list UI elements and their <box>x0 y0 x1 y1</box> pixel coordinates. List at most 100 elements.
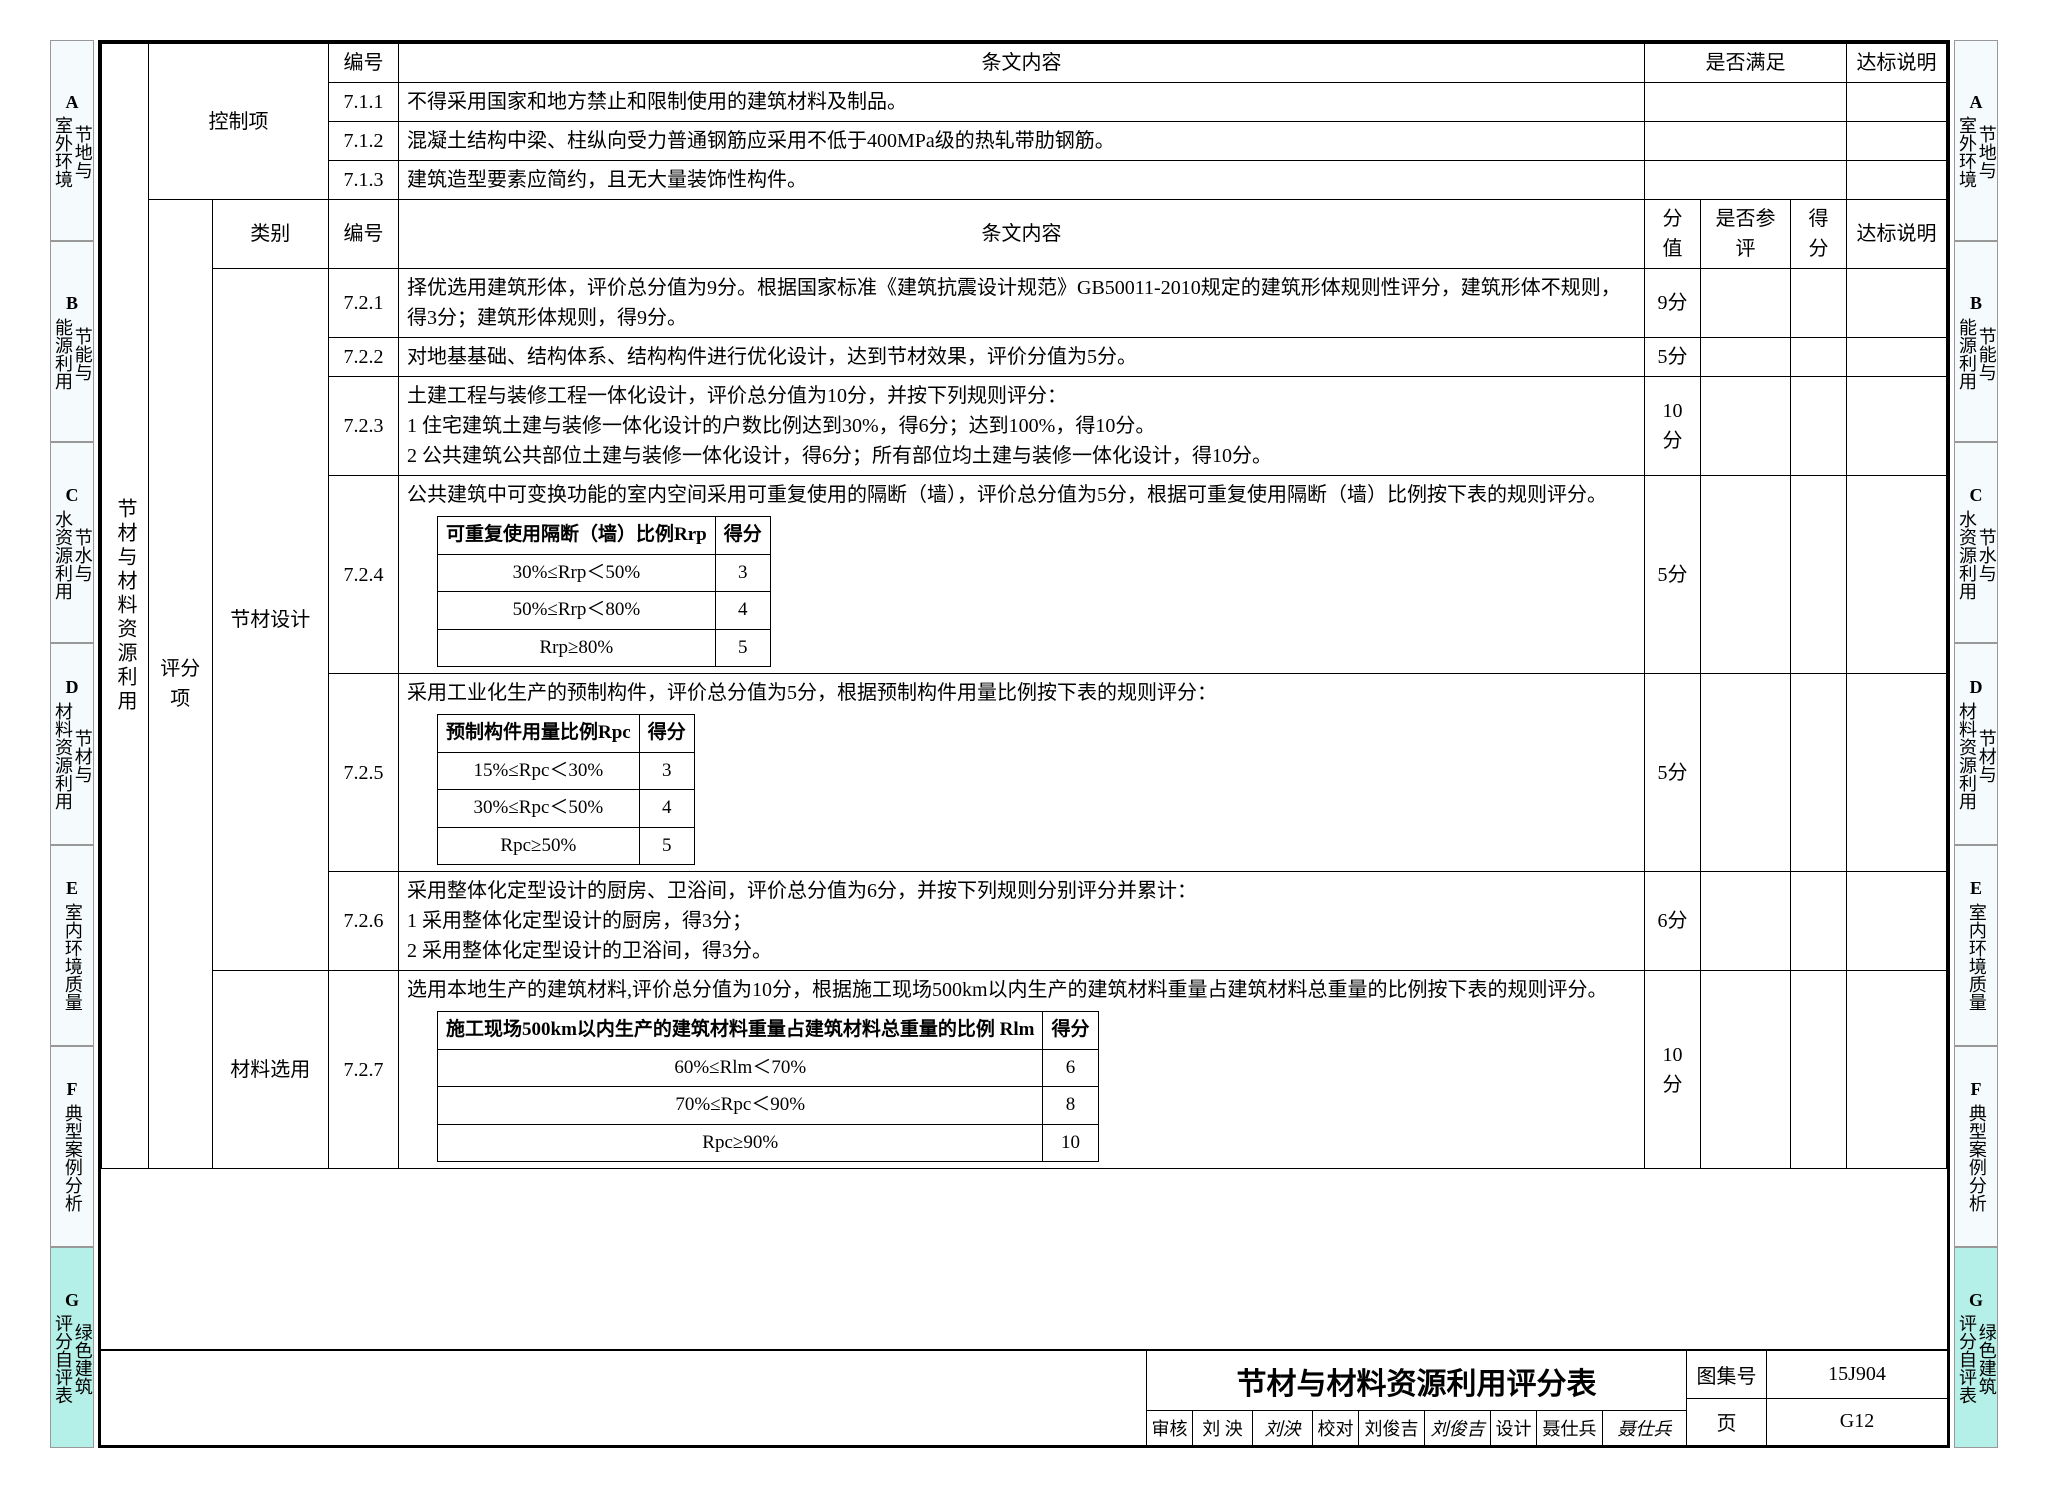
row-text: 采用工业化生产的预制构件，评价总分值为5分，根据预制构件用量比例按下表的规则评分… <box>399 674 1645 872</box>
cell-meet[interactable] <box>1645 161 1847 200</box>
label-check: 校对 <box>1313 1411 1359 1445</box>
side-tab[interactable]: E室内环境质量 <box>50 845 94 1046</box>
cell-eval[interactable] <box>1701 338 1791 377</box>
cell-note[interactable] <box>1847 476 1947 674</box>
label-audit: 审核 <box>1147 1411 1193 1445</box>
cell-note[interactable] <box>1847 872 1947 971</box>
designer-name: 聂仕兵 <box>1537 1411 1603 1445</box>
cell-got[interactable] <box>1791 338 1847 377</box>
cell-note[interactable] <box>1847 122 1947 161</box>
title-block: 节材与材料资源利用评分表 审核 刘 泱 刘泱 校对 刘俊吉 刘俊吉 设计 聂仕兵… <box>101 1349 1947 1445</box>
row-score: 5分 <box>1645 674 1701 872</box>
row-score: 9分 <box>1645 269 1701 338</box>
side-tab[interactable]: F典型案例分析 <box>50 1046 94 1247</box>
designer-sig: 聂仕兵 <box>1603 1411 1686 1445</box>
cell-note[interactable] <box>1847 971 1947 1169</box>
side-tab[interactable]: G绿色建筑 评分自评表 <box>1954 1247 1998 1448</box>
cell-eval[interactable] <box>1701 971 1791 1169</box>
right-tab-bar: A节地与 室外环境B节能与 能源利用C节水与 水资源利用D节材与 材料资源利用E… <box>1954 40 1998 1448</box>
header-got: 得分 <box>1791 200 1847 269</box>
row-num: 7.2.5 <box>329 674 399 872</box>
cell-eval[interactable] <box>1701 269 1791 338</box>
header-note: 达标说明 <box>1847 200 1947 269</box>
inner-table-727: 施工现场500km以内生产的建筑材料重量占建筑材料总重量的比例 Rlm得分60%… <box>437 1011 1099 1162</box>
cell-eval[interactable] <box>1701 872 1791 971</box>
cell-eval[interactable] <box>1701 476 1791 674</box>
row-score: 6分 <box>1645 872 1701 971</box>
evaluation-table: 节材与材料资源利用 控制项 编号 条文内容 是否满足 达标说明 7.1.1 不得… <box>101 43 1947 1169</box>
inner-table-724: 可重复使用隔断（墙）比例Rrp得分30%≤Rrp＜50%350%≤Rrp＜80%… <box>437 516 771 667</box>
side-label: 节材与材料资源利用 <box>102 44 149 1169</box>
cell-got[interactable] <box>1791 872 1847 971</box>
checker-name: 刘俊吉 <box>1359 1411 1425 1445</box>
row-score: 5分 <box>1645 476 1701 674</box>
row-text: 土建工程与装修工程一体化设计，评价总分值为10分，并按下列规则评分： 1 住宅建… <box>399 377 1645 476</box>
signature-row: 审核 刘 泱 刘泱 校对 刘俊吉 刘俊吉 设计 聂仕兵 聂仕兵 <box>1147 1411 1686 1445</box>
header-content: 条文内容 <box>399 200 1645 269</box>
cell-got[interactable] <box>1791 476 1847 674</box>
cell-note[interactable] <box>1847 269 1947 338</box>
label-page-no: 页 <box>1687 1399 1767 1446</box>
row-text: 择优选用建筑形体，评价总分值为9分。根据国家标准《建筑抗震设计规范》GB5001… <box>399 269 1645 338</box>
row-num: 7.2.3 <box>329 377 399 476</box>
row-num: 7.2.1 <box>329 269 399 338</box>
side-tab[interactable]: F典型案例分析 <box>1954 1046 1998 1247</box>
header-num: 编号 <box>329 44 399 83</box>
row-text: 公共建筑中可变换功能的室内空间采用可重复使用的隔断（墙），评价总分值为5分，根据… <box>399 476 1645 674</box>
cell-note[interactable] <box>1847 377 1947 476</box>
sheet-title: 节材与材料资源利用评分表 <box>1147 1351 1686 1411</box>
header-score: 分值 <box>1645 200 1701 269</box>
auditor-sig: 刘泱 <box>1253 1411 1313 1445</box>
side-tab[interactable]: D节材与 材料资源利用 <box>50 643 94 844</box>
side-tab[interactable]: C节水与 水资源利用 <box>1954 442 1998 643</box>
row-num: 7.2.4 <box>329 476 399 674</box>
header-content: 条文内容 <box>399 44 1645 83</box>
checker-sig: 刘俊吉 <box>1425 1411 1491 1445</box>
label-set-no: 图集号 <box>1687 1351 1767 1398</box>
cell-note[interactable] <box>1847 83 1947 122</box>
cell-meet[interactable] <box>1645 83 1847 122</box>
side-tab[interactable]: A节地与 室外环境 <box>1954 40 1998 241</box>
cell-got[interactable] <box>1791 377 1847 476</box>
side-tab[interactable]: G绿色建筑 评分自评表 <box>50 1247 94 1448</box>
row-num: 7.2.6 <box>329 872 399 971</box>
header-cat: 类别 <box>212 200 328 269</box>
row-num: 7.1.1 <box>329 83 399 122</box>
side-tab[interactable]: B节能与 能源利用 <box>50 241 94 442</box>
cell-note[interactable] <box>1847 338 1947 377</box>
row-num: 7.1.3 <box>329 161 399 200</box>
group-control: 控制项 <box>149 44 329 200</box>
cell-note[interactable] <box>1847 161 1947 200</box>
row-text: 对地基基础、结构体系、结构构件进行优化设计，达到节材效果，评价分值为5分。 <box>399 338 1645 377</box>
cell-eval[interactable] <box>1701 674 1791 872</box>
row-num: 7.2.2 <box>329 338 399 377</box>
cell-meet[interactable] <box>1645 122 1847 161</box>
side-tab[interactable]: E室内环境质量 <box>1954 845 1998 1046</box>
inner-table-725: 预制构件用量比例Rpc得分15%≤Rpc＜30%330%≤Rpc＜50%4Rpc… <box>437 714 695 865</box>
side-tab[interactable]: D节材与 材料资源利用 <box>1954 643 1998 844</box>
cell-eval[interactable] <box>1701 377 1791 476</box>
header-note: 达标说明 <box>1847 44 1947 83</box>
cell-got[interactable] <box>1791 674 1847 872</box>
category-design: 节材设计 <box>212 269 328 971</box>
header-eval: 是否参评 <box>1701 200 1791 269</box>
auditor-name: 刘 泱 <box>1193 1411 1253 1445</box>
category-material: 材料选用 <box>212 971 328 1169</box>
row-text: 不得采用国家和地方禁止和限制使用的建筑材料及制品。 <box>399 83 1645 122</box>
row-text: 采用整体化定型设计的厨房、卫浴间，评价总分值为6分，并按下列规则分别评分并累计：… <box>399 872 1645 971</box>
row-text: 选用本地生产的建筑材料,评价总分值为10分，根据施工现场500km以内生产的建筑… <box>399 971 1645 1169</box>
cell-got[interactable] <box>1791 269 1847 338</box>
header-num: 编号 <box>329 200 399 269</box>
row-score: 10分 <box>1645 377 1701 476</box>
row-score: 5分 <box>1645 338 1701 377</box>
row-text: 建筑造型要素应简约，且无大量装饰性构件。 <box>399 161 1645 200</box>
header-meet: 是否满足 <box>1645 44 1847 83</box>
side-tab[interactable]: B节能与 能源利用 <box>1954 241 1998 442</box>
cell-note[interactable] <box>1847 674 1947 872</box>
cell-got[interactable] <box>1791 971 1847 1169</box>
left-tab-bar: A节地与 室外环境B节能与 能源利用C节水与 水资源利用D节材与 材料资源利用E… <box>50 40 94 1448</box>
side-tab[interactable]: A节地与 室外环境 <box>50 40 94 241</box>
row-num: 7.2.7 <box>329 971 399 1169</box>
row-num: 7.1.2 <box>329 122 399 161</box>
side-tab[interactable]: C节水与 水资源利用 <box>50 442 94 643</box>
